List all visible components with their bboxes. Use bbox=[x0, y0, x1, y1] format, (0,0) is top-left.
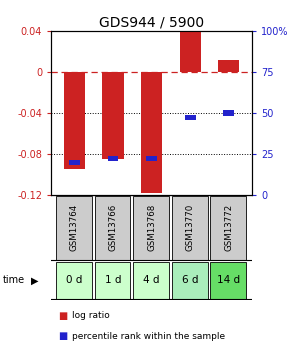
Text: GSM13770: GSM13770 bbox=[186, 204, 195, 251]
Text: 0 d: 0 d bbox=[66, 275, 83, 285]
Title: GDS944 / 5900: GDS944 / 5900 bbox=[99, 16, 204, 30]
Text: ■: ■ bbox=[59, 332, 68, 341]
Text: ▶: ▶ bbox=[31, 275, 38, 285]
Bar bbox=[146, 156, 157, 161]
Bar bbox=[108, 156, 118, 161]
Text: GSM13764: GSM13764 bbox=[70, 204, 79, 251]
Text: 14 d: 14 d bbox=[217, 275, 240, 285]
Bar bbox=[56, 262, 92, 298]
Bar bbox=[133, 196, 169, 260]
Text: time: time bbox=[3, 275, 25, 285]
Bar bbox=[210, 262, 246, 298]
Bar bbox=[95, 262, 130, 298]
Bar bbox=[218, 60, 239, 72]
Bar bbox=[95, 196, 130, 260]
Text: ■: ■ bbox=[59, 311, 68, 321]
Text: GSM13772: GSM13772 bbox=[224, 204, 233, 251]
Text: 4 d: 4 d bbox=[143, 275, 160, 285]
Bar bbox=[103, 72, 124, 159]
Bar bbox=[180, 31, 201, 72]
Text: GSM13766: GSM13766 bbox=[108, 204, 117, 251]
Bar bbox=[172, 262, 208, 298]
Bar bbox=[172, 196, 208, 260]
Bar bbox=[56, 196, 92, 260]
Bar bbox=[69, 160, 80, 165]
Text: log ratio: log ratio bbox=[72, 311, 110, 320]
Bar bbox=[133, 262, 169, 298]
Text: GSM13768: GSM13768 bbox=[147, 204, 156, 251]
Bar bbox=[185, 115, 196, 120]
Text: 6 d: 6 d bbox=[182, 275, 198, 285]
Bar bbox=[224, 110, 234, 116]
Bar bbox=[64, 72, 85, 169]
Text: 1 d: 1 d bbox=[105, 275, 121, 285]
Text: percentile rank within the sample: percentile rank within the sample bbox=[72, 332, 225, 341]
Bar bbox=[141, 72, 162, 193]
Bar bbox=[210, 196, 246, 260]
